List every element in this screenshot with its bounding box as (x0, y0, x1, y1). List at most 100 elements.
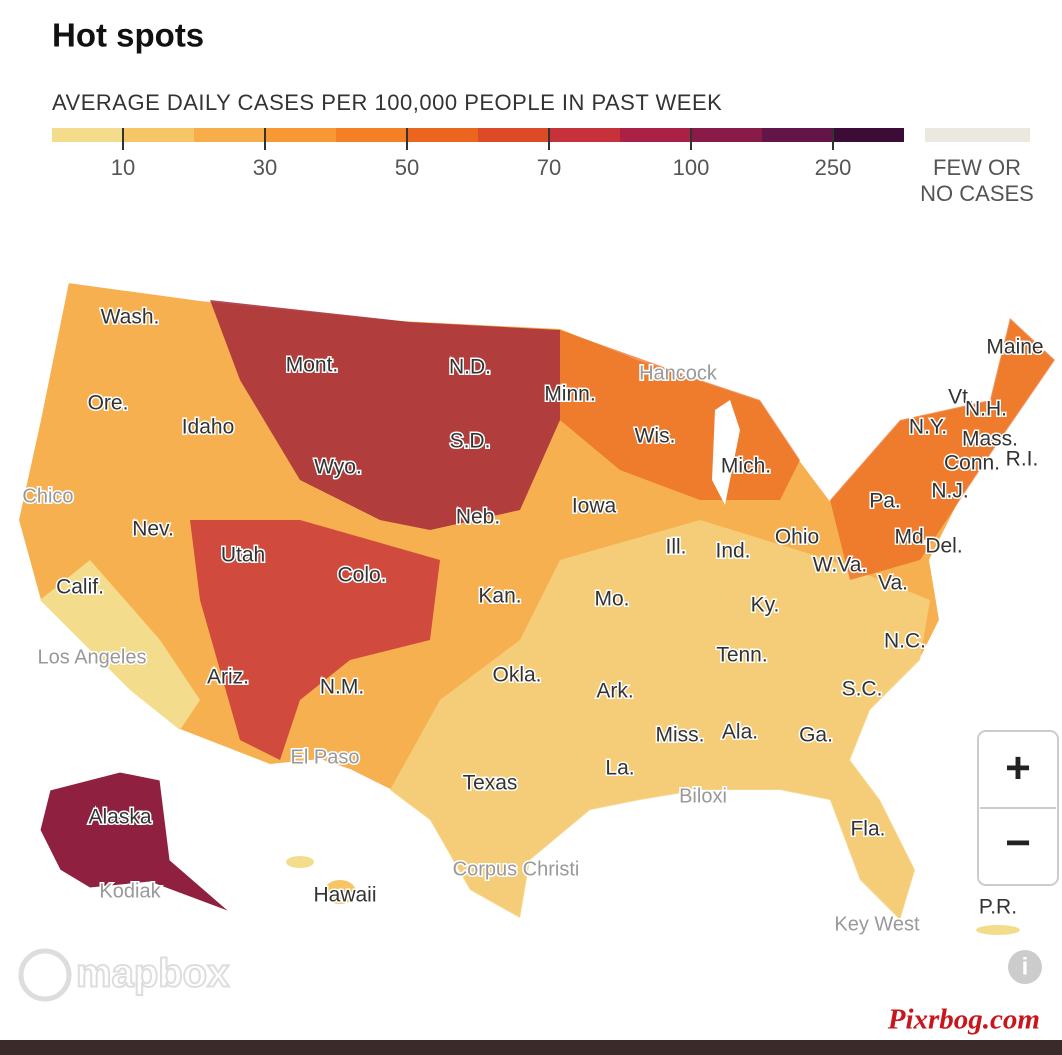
region (40, 560, 200, 730)
legend-swatch (762, 128, 833, 142)
legend-tick-label: 30 (253, 155, 277, 180)
state-label: Hawaii (313, 884, 376, 907)
state-label: La. (605, 757, 634, 780)
legend-swatch (265, 128, 336, 142)
state-label: Idaho (182, 416, 235, 439)
city-label: Hancock (639, 362, 718, 384)
legend-swatch (478, 128, 549, 142)
state-label: Conn. (944, 452, 1000, 475)
state-label: Tenn. (716, 644, 767, 667)
state-label: R.I. (1006, 448, 1039, 471)
city-label: Los Angeles (38, 646, 147, 668)
region (560, 330, 800, 500)
legend-swatch (620, 128, 691, 142)
zoom-in[interactable]: + (1005, 744, 1031, 793)
hawaii (324, 880, 356, 904)
map-labels: Wash. Ore. Idaho Mont. Wyo. N.D. S.D. Neb. Minn.… (21, 304, 1045, 937)
bottom-bar (0, 1040, 1062, 1055)
hawaii (286, 856, 314, 868)
state-label: Ark. (596, 680, 633, 703)
city-label: Corpus Christi (453, 858, 580, 880)
state-label: W.Va. (813, 554, 867, 577)
state-label: S.D. (450, 430, 491, 453)
puerto-rico (976, 925, 1020, 935)
info-icon[interactable]: i (1022, 953, 1029, 980)
state-label: Ill. (666, 536, 687, 559)
zoom-out[interactable]: − (1005, 819, 1031, 868)
city-label: Biloxi (679, 785, 727, 807)
state-label: N.M. (320, 676, 364, 699)
alaska (39, 771, 231, 913)
legend-swatch (123, 128, 194, 142)
state-label: N.D. (449, 356, 491, 379)
lake (712, 400, 740, 505)
state-label: Ind. (715, 540, 750, 563)
legend-tick-label: 70 (537, 155, 561, 180)
legend-title: AVERAGE DAILY CASES PER 100,000 PEOPLE I… (52, 90, 722, 115)
state-label: Md. (894, 526, 929, 549)
legend-swatch (52, 128, 123, 142)
map (16, 280, 1057, 935)
state-label: Alaska (88, 806, 151, 829)
territory-label: P.R. (979, 896, 1017, 919)
city-label: Kodiak (99, 880, 161, 902)
city-label: El Paso (291, 746, 360, 768)
city-label: Chico (22, 485, 73, 507)
state-label: Ariz. (207, 666, 249, 689)
state-label: Wyo. (314, 456, 362, 479)
region (190, 520, 440, 760)
legend-tick-label: 10 (111, 155, 135, 180)
state-label: N.Y. (909, 416, 947, 439)
state-label: Minn. (544, 383, 595, 406)
no-data-label: NO CASES (920, 181, 1034, 206)
no-data-label: FEW OR (933, 155, 1021, 180)
state-label: Iowa (572, 495, 617, 518)
watermark: Pixrbog.com (887, 1004, 1040, 1036)
region (830, 318, 1055, 580)
state-label: Wis. (635, 425, 676, 448)
no-data-swatch (925, 128, 1030, 142)
state-label: Maine (986, 336, 1043, 359)
state-label: Mass. (962, 428, 1018, 451)
legend-tick-label: 100 (673, 155, 710, 180)
state-label: N.C. (884, 630, 926, 653)
legend-swatch (407, 128, 478, 142)
city-label: Key West (834, 913, 920, 935)
state-label: Del. (925, 535, 962, 558)
state-label: Mich. (721, 455, 771, 478)
info-button[interactable] (1008, 950, 1042, 984)
state-label: N.H. (965, 398, 1007, 421)
legend-tick-label: 50 (395, 155, 419, 180)
state-label: Ga. (799, 724, 833, 747)
zoom-control: + − (977, 730, 1059, 886)
state-label: Mont. (286, 354, 339, 377)
state-label: Calif. (56, 576, 104, 599)
legend-swatch (194, 128, 265, 142)
legend-swatch (691, 128, 762, 142)
state-label: Mo. (594, 588, 629, 611)
state-label: Va. (878, 572, 908, 595)
state-label: Kan. (478, 585, 521, 608)
state-label: Utah (221, 544, 265, 567)
state-label: Okla. (492, 664, 541, 687)
state-label: Ala. (722, 721, 758, 744)
region (210, 300, 560, 530)
state-label: Wash. (101, 306, 160, 329)
state-label: N.J. (931, 480, 968, 503)
legend-swatch (336, 128, 407, 142)
state-label: S.C. (842, 678, 883, 701)
attribution[interactable]: mapbox (75, 951, 230, 997)
title: Hot spots (52, 17, 204, 54)
state-label: Colo. (337, 564, 386, 587)
region (390, 520, 930, 920)
state-label: Neb. (456, 506, 500, 529)
state-label: Texas (463, 772, 518, 795)
state-label: Ohio (775, 526, 819, 549)
state-label: Fla. (850, 818, 885, 841)
state-label: Nev. (132, 518, 174, 541)
state-label: Ore. (88, 392, 129, 415)
mapbox-logo (18, 948, 72, 1002)
state-label: Miss. (656, 724, 705, 747)
legend-tick-label: 250 (815, 155, 852, 180)
